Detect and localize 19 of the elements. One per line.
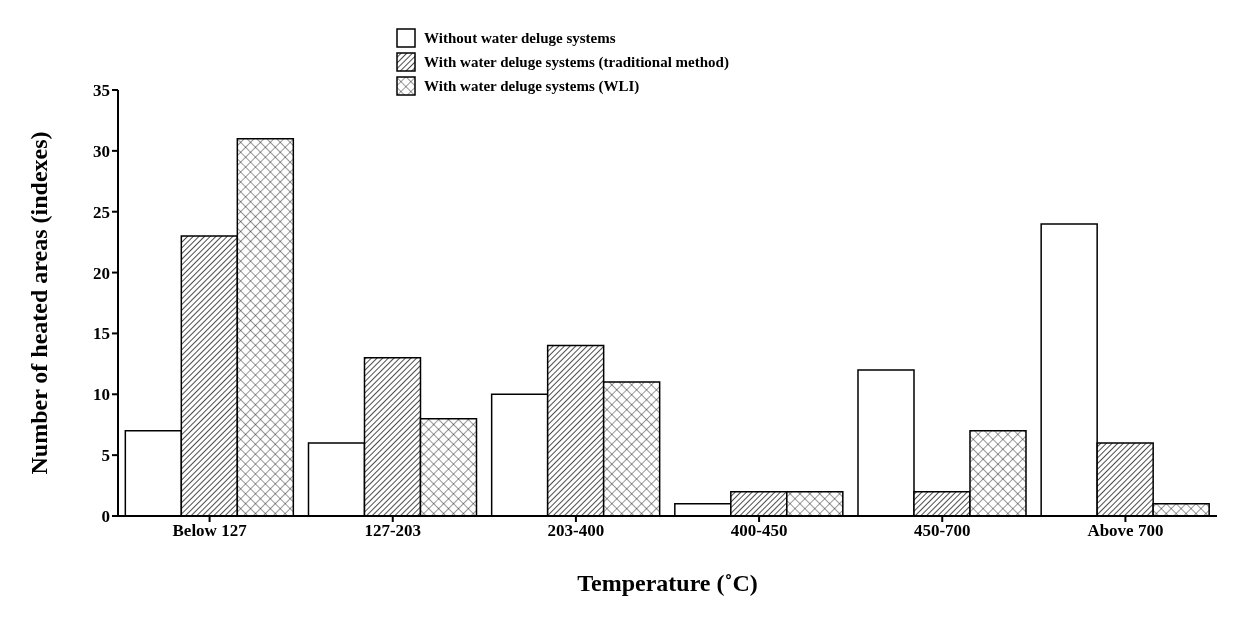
y-tick-label: 25 (93, 202, 110, 222)
x-tick-label: 450-700 (913, 521, 971, 541)
x-tick-label: Below 127 (172, 521, 248, 541)
y-tick-label: 0 (101, 507, 110, 527)
x-axis-title: Temperature (˚C) (577, 570, 758, 596)
y-tick-label: 30 (93, 141, 110, 161)
x-tick-label: 400-450 (730, 521, 788, 541)
legend-label: With water deluge systems (WLI) (424, 77, 640, 95)
y-tick-label: 20 (93, 263, 110, 283)
x-tick-label: 127-203 (364, 521, 422, 541)
x-tick-label: Above 700 (1087, 521, 1164, 541)
legend-label: Without water deluge systems (424, 29, 616, 47)
y-tick-label: 15 (93, 324, 110, 344)
y-tick-label: 5 (101, 446, 110, 466)
y-tick-label: 10 (93, 385, 110, 405)
legend-label: With water deluge systems (traditional method) (424, 53, 729, 71)
y-axis-title: Number of heated areas (indexes) (25, 131, 52, 475)
x-tick-label: 203-400 (547, 521, 605, 541)
y-tick-label: 35 (93, 81, 110, 101)
